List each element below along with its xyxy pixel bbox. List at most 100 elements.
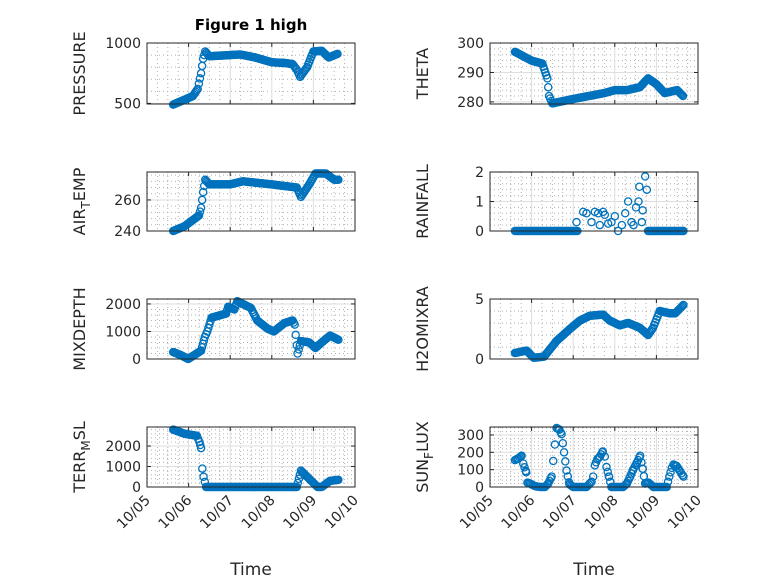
- x-axis-label-right: Time: [572, 560, 615, 580]
- y-tick-label: 290: [457, 65, 484, 81]
- x-tick-label: 10/07: [540, 493, 580, 533]
- data-point: [559, 448, 569, 457]
- data-point: [334, 175, 343, 185]
- data-point: [198, 187, 208, 197]
- axes-box: [146, 42, 356, 105]
- data-point: [197, 61, 207, 71]
- x-tick-label: 10/07: [197, 493, 237, 533]
- data-point: [194, 79, 204, 88]
- y-axis-label: H2OMIXRA: [413, 286, 432, 372]
- y-axis-label: PRESSURE: [70, 31, 89, 115]
- data-point: [520, 463, 529, 472]
- data-point: [293, 349, 302, 358]
- y-tick-label: 0: [132, 480, 141, 496]
- figure-title: Figure 1 high: [195, 16, 308, 34]
- data-point: [603, 467, 612, 477]
- data-point: [548, 456, 558, 466]
- y-axis-label-main: THETA: [413, 48, 432, 100]
- y-tick-label: 300: [457, 428, 484, 444]
- y-tick-label: 300: [457, 36, 484, 52]
- data-point: [198, 464, 207, 473]
- data-point: [602, 462, 611, 472]
- y-tick-label: 1000: [105, 460, 141, 476]
- data-point: [678, 91, 688, 101]
- data-point: [561, 457, 570, 466]
- y-tick-label: 500: [114, 96, 141, 112]
- x-tick-label: 10/05: [114, 493, 154, 533]
- axes-pressure: 500 1000 PRESSURE: [70, 31, 356, 116]
- data-point: [543, 82, 553, 92]
- data-point: [546, 474, 555, 483]
- data-point: [663, 477, 673, 487]
- y-tick-label: 1: [475, 195, 484, 211]
- x-tick-label: 10/09: [623, 493, 663, 533]
- data-point: [294, 474, 304, 484]
- y-axis-label-main: AIR: [70, 209, 89, 236]
- data-point: [195, 207, 205, 216]
- data-point: [193, 84, 203, 94]
- data-point: [334, 475, 343, 485]
- data-point: [556, 428, 565, 437]
- axes-box: [146, 426, 356, 488]
- data-point: [301, 64, 311, 73]
- axes-mixdepth: 0 1000 2000 MIXDEPTH: [70, 287, 356, 371]
- x-tick-label: 10/06: [156, 492, 196, 532]
- axes-theta: 280 290 300 THETA: [413, 36, 699, 111]
- data-point: [196, 68, 206, 78]
- data-point: [598, 447, 607, 457]
- y-axis-label-subscript: T: [79, 201, 93, 210]
- data-point: [665, 472, 674, 481]
- x-tick-label: 10/08: [239, 493, 279, 533]
- y-axis-label-main: H2OMIXRA: [413, 286, 432, 372]
- data-point: [572, 217, 581, 227]
- y-tick-label: 100: [457, 463, 484, 479]
- axes-box: [146, 298, 356, 360]
- x-axis-label-left: Time: [229, 560, 272, 580]
- data-point: [678, 471, 687, 480]
- y-axis-label: MIXDEPTH: [70, 287, 89, 370]
- data-point: [199, 472, 208, 482]
- y-axis-label-subscript: F: [422, 452, 436, 459]
- data-point: [677, 302, 686, 312]
- data-point: [333, 49, 342, 59]
- y-tick-label: 280: [457, 95, 484, 111]
- data-point: [587, 217, 596, 227]
- axes-box: [146, 171, 356, 232]
- y-tick-label: 2000: [105, 297, 141, 313]
- data-point: [678, 301, 687, 311]
- data-point: [610, 211, 620, 221]
- y-axis-label-subscript: M: [79, 440, 93, 450]
- y-axis-label: TERRMSL: [70, 421, 93, 494]
- x-tick-label: 10/06: [499, 492, 539, 532]
- data-point: [543, 74, 552, 83]
- y-tick-label: 2: [475, 165, 484, 181]
- data-point: [290, 320, 299, 329]
- data-point: [677, 90, 687, 100]
- data-point: [595, 220, 605, 230]
- x-tick-label: 10/10: [322, 493, 362, 533]
- data-point: [623, 197, 633, 206]
- data-point: [519, 459, 528, 468]
- data-point: [193, 211, 203, 221]
- data-point: [521, 466, 531, 476]
- data-point: [291, 330, 300, 340]
- data-point: [562, 466, 571, 475]
- data-point: [558, 438, 568, 448]
- data-point: [666, 468, 675, 477]
- y-axis-label: SUNFLUX: [413, 421, 436, 493]
- data-point: [600, 210, 610, 220]
- y-axis-label-main: TERR: [70, 451, 89, 494]
- data-point: [635, 182, 644, 191]
- data-point: [679, 300, 688, 310]
- y-axis-label-main: PRESSURE: [70, 31, 89, 115]
- y-axis-label: AIRTEMP: [70, 167, 93, 235]
- data-point: [617, 220, 627, 230]
- data-point: [550, 440, 560, 449]
- data-point: [196, 443, 206, 453]
- x-tick-label: 10/08: [582, 493, 622, 533]
- axes-box: [489, 298, 699, 360]
- y-tick-label: 0: [475, 352, 484, 368]
- axes-box: [489, 42, 699, 105]
